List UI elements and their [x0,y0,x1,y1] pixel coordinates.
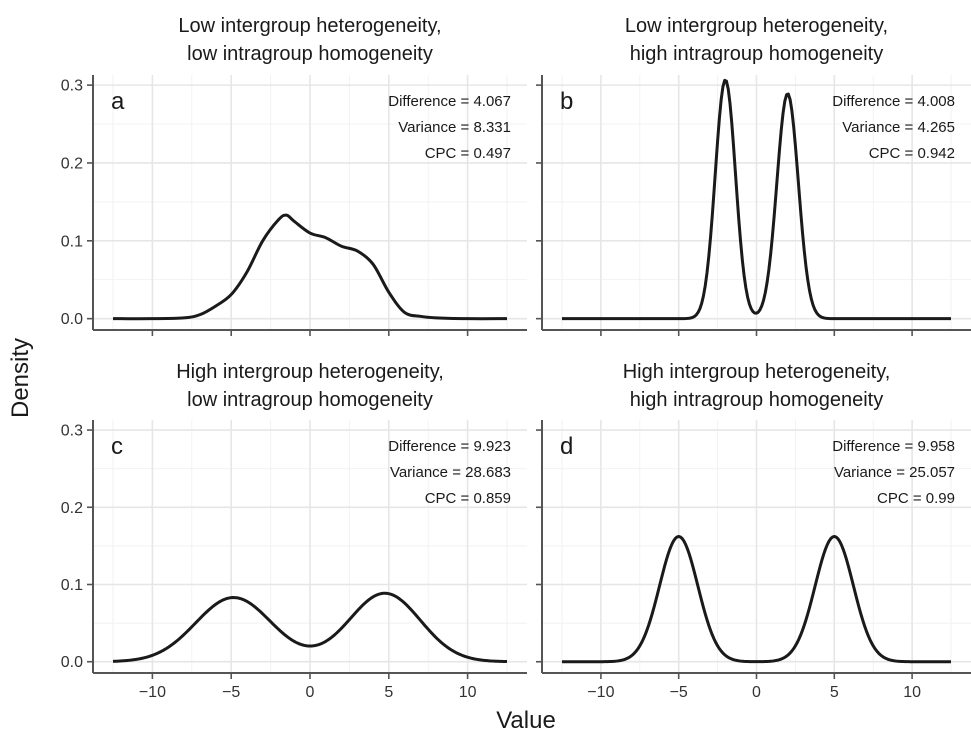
stat-annotation: Difference = 4.067 [388,93,511,110]
panel-title-line: low intragroup homogeneity [187,389,433,411]
x-tick-label: 0 [306,684,315,701]
panel-title-line: Low intergroup heterogeneity, [178,15,441,37]
panel-title-line: high intragroup homogeneity [630,43,884,65]
panel-c: High intergroup heterogeneity, low intrag… [61,361,527,701]
stat-annotation: CPC = 0.859 [425,490,511,507]
density-curve [112,213,508,321]
density-curve [562,534,951,664]
panel-title-line: High intergroup heterogeneity, [176,361,444,383]
stat-annotation: Variance = 8.331 [398,119,511,136]
panel-a: Low intergroup heterogeneity, low intragr… [61,15,527,336]
panel-tag: c [111,433,123,460]
panel-title-line: Low intergroup heterogeneity, [625,15,888,37]
y-tick-label: 0.2 [61,155,83,172]
panel-b: Low intergroup heterogeneity, high intrag… [536,15,971,336]
y-tick-label: 0.1 [61,577,83,594]
x-tick-label: 0 [752,684,761,701]
y-tick-label: 0.0 [61,654,83,671]
y-tick-label: 0.2 [61,500,83,517]
panel-title-line: high intragroup homogeneity [630,389,884,411]
panel-title-line: low intragroup homogeneity [187,43,433,65]
panel-d: High intergroup heterogeneity, high intra… [536,361,971,701]
panel-tag: d [560,433,573,460]
x-tick-label: −10 [139,684,166,701]
x-tick-label: 5 [384,684,393,701]
stat-annotation: Difference = 9.958 [832,438,955,455]
stat-annotation: Difference = 9.923 [388,438,511,455]
panel-tag: a [111,88,125,115]
x-tick-label: 5 [830,684,839,701]
stat-annotation: CPC = 0.99 [877,490,955,507]
stat-annotation: Variance = 28.683 [390,464,511,481]
x-tick-label: −5 [670,684,688,701]
panel-title-line: High intergroup heterogeneity, [623,361,891,383]
panels: Low intergroup heterogeneity, low intragr… [61,15,971,701]
x-tick-label: 10 [459,684,477,701]
y-tick-label: 0.3 [61,78,83,95]
y-tick-label: 0.0 [61,311,83,328]
stat-annotation: CPC = 0.942 [869,145,955,162]
x-tick-label: −5 [222,684,240,701]
y-tick-label: 0.3 [61,423,83,440]
density-curve [562,78,951,321]
x-axis-title: Value [496,707,556,734]
x-tick-label: −10 [587,684,614,701]
stat-annotation: Difference = 4.008 [832,93,955,110]
panel-tag: b [560,88,573,115]
x-tick-label: 10 [903,684,921,701]
stat-annotation: CPC = 0.497 [425,145,511,162]
stat-annotation: Variance = 25.057 [834,464,955,481]
density-curve [112,591,508,664]
y-axis-title: Density [7,338,34,418]
y-tick-label: 0.1 [61,233,83,250]
stat-annotation: Variance = 4.265 [842,119,955,136]
